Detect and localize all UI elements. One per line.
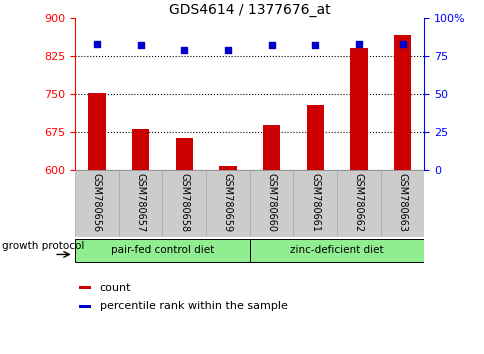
Bar xyxy=(75,170,119,237)
Text: GSM780660: GSM780660 xyxy=(266,173,276,232)
Bar xyxy=(336,170,380,237)
Point xyxy=(354,41,362,46)
Bar xyxy=(293,170,336,237)
Text: percentile rank within the sample: percentile rank within the sample xyxy=(99,301,287,311)
Bar xyxy=(249,239,424,262)
Text: GSM780659: GSM780659 xyxy=(223,173,232,233)
Point xyxy=(311,42,318,48)
Text: count: count xyxy=(99,283,131,293)
Bar xyxy=(380,170,424,237)
Bar xyxy=(78,305,91,308)
Point xyxy=(398,41,406,46)
Bar xyxy=(119,170,162,237)
Point xyxy=(93,41,101,46)
Text: zinc-deficient diet: zinc-deficient diet xyxy=(289,245,383,256)
Bar xyxy=(393,35,410,170)
Point xyxy=(136,42,144,48)
Bar xyxy=(88,93,106,170)
Point xyxy=(180,47,188,52)
Bar xyxy=(262,125,280,170)
Text: GSM780662: GSM780662 xyxy=(353,173,363,233)
Bar xyxy=(249,170,293,237)
Point xyxy=(267,42,275,48)
Text: GSM780657: GSM780657 xyxy=(136,173,145,233)
Bar xyxy=(219,166,236,170)
Bar xyxy=(75,239,249,262)
Text: GSM780661: GSM780661 xyxy=(310,173,319,232)
Bar xyxy=(349,48,367,170)
Bar xyxy=(132,129,149,170)
Text: growth protocol: growth protocol xyxy=(1,241,84,251)
Text: GSM780663: GSM780663 xyxy=(397,173,407,232)
Title: GDS4614 / 1377676_at: GDS4614 / 1377676_at xyxy=(168,3,330,17)
Bar xyxy=(162,170,206,237)
Bar xyxy=(175,138,193,170)
Bar xyxy=(78,286,91,289)
Bar xyxy=(206,170,249,237)
Point xyxy=(224,47,231,52)
Text: pair-fed control diet: pair-fed control diet xyxy=(111,245,213,256)
Text: GSM780656: GSM780656 xyxy=(92,173,102,233)
Text: GSM780658: GSM780658 xyxy=(179,173,189,233)
Bar xyxy=(306,105,323,170)
